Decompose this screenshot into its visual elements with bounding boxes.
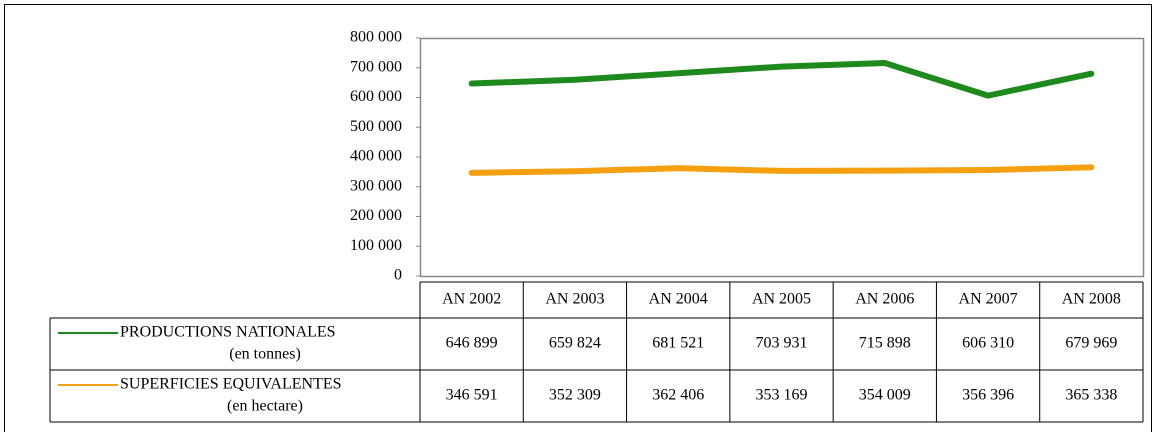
y-tick-label: 400 000 bbox=[350, 148, 402, 165]
x-tick-label: AN 2008 bbox=[1062, 291, 1121, 308]
x-tick-label: AN 2004 bbox=[649, 291, 708, 308]
table-value: 703 931 bbox=[756, 335, 808, 352]
x-tick-label: AN 2003 bbox=[545, 291, 604, 308]
y-tick-label: 300 000 bbox=[350, 177, 402, 194]
y-tick-label: 700 000 bbox=[350, 58, 402, 75]
table-value: 354 009 bbox=[859, 387, 911, 404]
x-tick-label: AN 2006 bbox=[855, 291, 914, 308]
x-tick-label: AN 2005 bbox=[752, 291, 811, 308]
legend-label: PRODUCTIONS NATIONALES bbox=[120, 324, 336, 341]
y-tick-label: 800 000 bbox=[350, 29, 402, 46]
chart-frame bbox=[4, 4, 1152, 432]
y-tick-label: 600 000 bbox=[350, 88, 402, 105]
table-value: 659 824 bbox=[549, 335, 601, 352]
x-tick-label: AN 2002 bbox=[442, 291, 501, 308]
series-line bbox=[468, 164, 1095, 176]
table-value: 681 521 bbox=[652, 335, 704, 352]
table-value: 362 406 bbox=[652, 387, 704, 404]
table-value: 356 396 bbox=[962, 387, 1014, 404]
series-line bbox=[468, 60, 1095, 99]
y-tick-label: 500 000 bbox=[350, 118, 402, 135]
table-value: 365 338 bbox=[1065, 387, 1117, 404]
table-value: 346 591 bbox=[446, 387, 498, 404]
table-value: 646 899 bbox=[446, 335, 498, 352]
table-value: 679 969 bbox=[1065, 335, 1117, 352]
legend-unit: (en tonnes) bbox=[229, 346, 301, 363]
y-tick-label: 0 bbox=[394, 267, 402, 284]
table-value: 352 309 bbox=[549, 387, 601, 404]
y-tick-label: 100 000 bbox=[350, 237, 402, 254]
plot-area bbox=[419, 37, 1145, 278]
y-tick-label: 200 000 bbox=[350, 207, 402, 224]
table-value: 715 898 bbox=[859, 335, 911, 352]
legend-label: SUPERFICIES EQUIVALENTES bbox=[120, 376, 342, 393]
x-tick-label: AN 2007 bbox=[959, 291, 1018, 308]
legend-unit: (en hectare) bbox=[227, 398, 303, 415]
table-value: 353 169 bbox=[756, 387, 808, 404]
table-value: 606 310 bbox=[962, 335, 1014, 352]
